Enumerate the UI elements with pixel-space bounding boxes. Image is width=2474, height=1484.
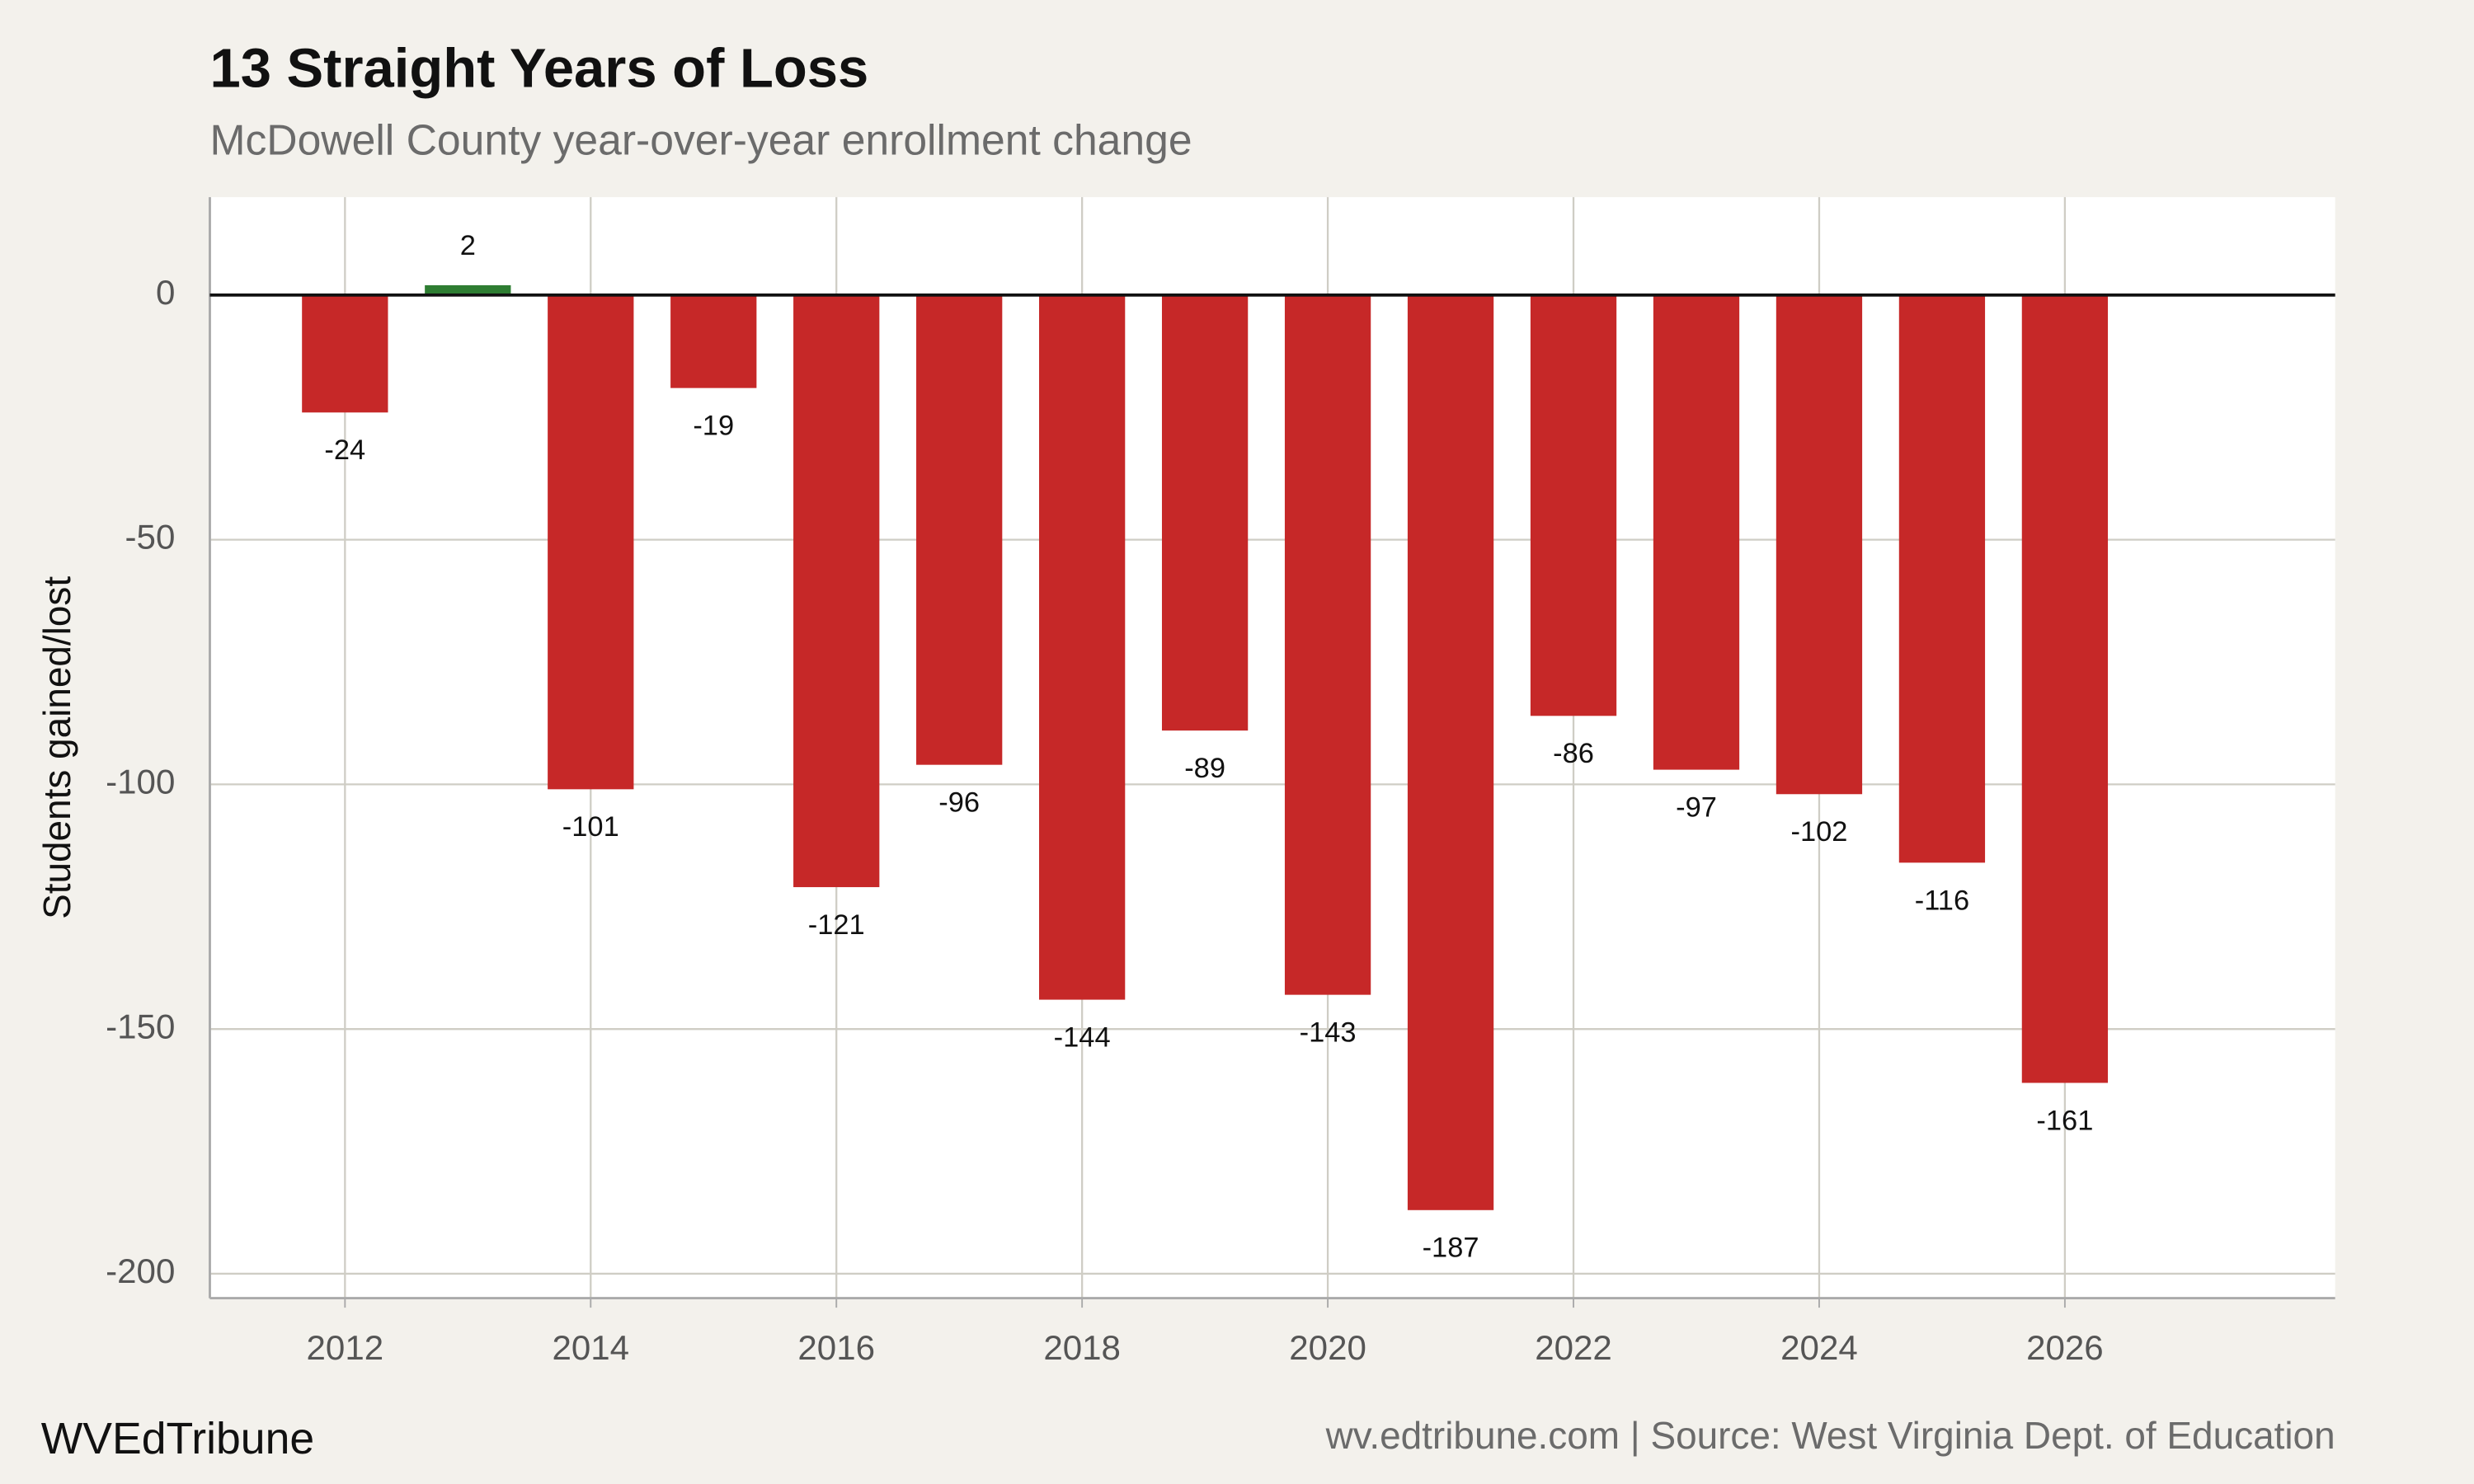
x-tick-label: 2012 [307, 1328, 384, 1367]
bar [1776, 294, 1863, 795]
bar [1284, 294, 1371, 995]
bar [916, 294, 1003, 765]
data-label: -161 [2036, 1105, 2093, 1136]
bar [302, 294, 388, 413]
y-axis-label: Students gained/lost [35, 576, 78, 919]
bar [670, 294, 757, 388]
data-label: -96 [938, 787, 980, 819]
source-note: wv.edtribune.com | Source: West Virginia… [1325, 1414, 2335, 1457]
x-tick-label: 2018 [1043, 1328, 1121, 1367]
bar [548, 294, 634, 790]
chart-subtitle: McDowell County year-over-year enrollmen… [209, 116, 1192, 164]
x-tick-label: 2016 [797, 1328, 875, 1367]
data-label: -121 [808, 909, 865, 941]
y-tick-label: -100 [106, 763, 175, 801]
bar [1161, 294, 1249, 731]
y-tick-label: 0 [156, 273, 175, 312]
bar [1898, 294, 1986, 863]
data-label: 2 [460, 230, 476, 261]
bar [425, 284, 511, 295]
plot-area [209, 197, 2335, 1298]
data-label: -143 [1300, 1017, 1357, 1049]
bar [1039, 294, 1126, 1000]
data-label: -89 [1184, 753, 1225, 784]
data-label: -116 [1915, 885, 1969, 916]
data-label: -101 [562, 811, 619, 843]
x-tick-label: 2022 [1535, 1328, 1612, 1367]
bar [793, 294, 880, 888]
x-tick-label: 2026 [2026, 1328, 2104, 1367]
data-label: -86 [1553, 738, 1594, 769]
data-label: -24 [324, 434, 365, 466]
data-label: -97 [1676, 792, 1717, 824]
x-tick-label: 2020 [1289, 1328, 1366, 1367]
bar [1530, 294, 1617, 716]
bar [1407, 294, 1494, 1210]
x-tick-label: 2014 [552, 1328, 629, 1367]
data-label: -19 [693, 411, 734, 442]
brand: WVEdTribune [41, 1415, 314, 1463]
data-label: -187 [1423, 1233, 1479, 1264]
bar [1653, 294, 1740, 770]
y-tick-label: -200 [106, 1252, 175, 1290]
x-tick-label: 2024 [1780, 1328, 1858, 1367]
y-tick-label: -50 [125, 518, 176, 556]
chart-title: 13 Straight Years of Loss [209, 38, 868, 100]
data-label: -144 [1054, 1021, 1111, 1053]
y-tick-label: -150 [106, 1007, 175, 1045]
bar [2021, 294, 2109, 1083]
data-label: -102 [1791, 816, 1848, 848]
